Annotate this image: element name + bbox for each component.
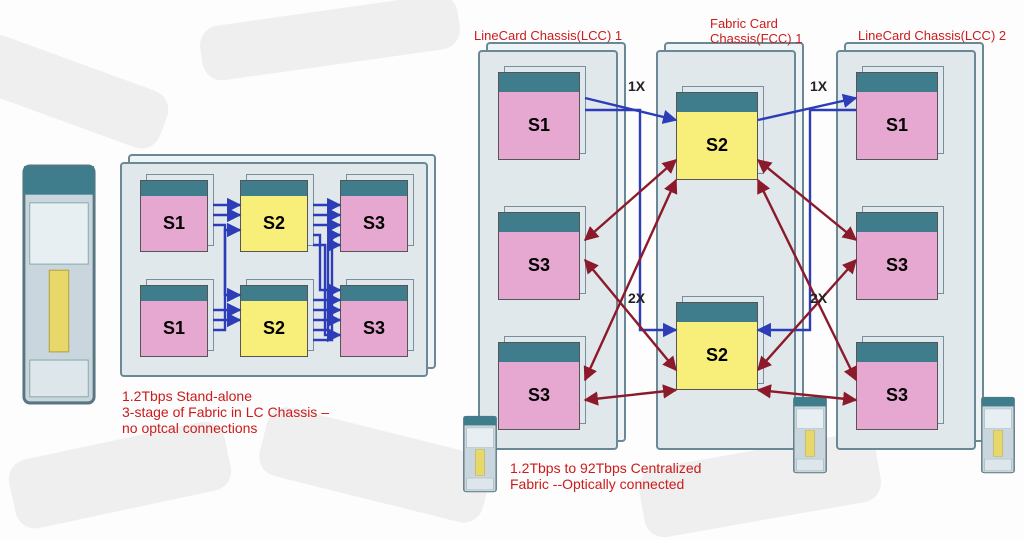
server-icon — [980, 396, 1016, 474]
server-icon — [462, 415, 498, 493]
fabric-card-s3: S3 — [498, 212, 580, 300]
fabric-card-s3: S3 — [340, 285, 408, 357]
fabric-card-s2: S2 — [676, 92, 758, 180]
card-label: S3 — [886, 385, 908, 406]
card-label: S2 — [706, 135, 728, 156]
fabric-card-s3: S3 — [856, 342, 938, 430]
fabric-card-s1: S1 — [140, 180, 208, 252]
chassis-header: LineCard Chassis(LCC) 1 — [474, 28, 622, 43]
card-label: S1 — [163, 213, 185, 234]
server-icon — [792, 396, 828, 474]
card-label: S1 — [163, 318, 185, 339]
link-label: 1X — [628, 78, 645, 94]
fabric-card-s1: S1 — [140, 285, 208, 357]
link-label: 1X — [810, 78, 827, 94]
fabric-card-s1: S1 — [856, 72, 938, 160]
background-shape — [0, 26, 174, 154]
fabric-card-s3: S3 — [856, 212, 938, 300]
card-label: S3 — [363, 213, 385, 234]
card-label: S3 — [528, 385, 550, 406]
right-caption: 1.2Tbps to 92Tbps CentralizedFabric --Op… — [510, 460, 701, 492]
chassis-header: LineCard Chassis(LCC) 2 — [858, 28, 1006, 43]
left-caption: 1.2Tbps Stand-alone3-stage of Fabric in … — [122, 388, 329, 436]
fabric-card-s3: S3 — [340, 180, 408, 252]
card-label: S2 — [706, 345, 728, 366]
card-label: S3 — [363, 318, 385, 339]
card-label: S1 — [886, 115, 908, 136]
link-label: 2X — [628, 290, 645, 306]
link-label: 2X — [810, 290, 827, 306]
card-label: S3 — [886, 255, 908, 276]
card-label: S2 — [263, 213, 285, 234]
card-label: S2 — [263, 318, 285, 339]
fabric-card-s3: S3 — [498, 342, 580, 430]
fabric-card-s2: S2 — [676, 302, 758, 390]
fabric-card-s2: S2 — [240, 285, 308, 357]
card-label: S1 — [528, 115, 550, 136]
background-shape — [197, 0, 462, 83]
server-icon — [20, 162, 98, 407]
fabric-card-s2: S2 — [240, 180, 308, 252]
card-label: S3 — [528, 255, 550, 276]
fabric-card-s1: S1 — [498, 72, 580, 160]
chassis-header: Fabric CardChassis(FCC) 1 — [710, 16, 802, 46]
